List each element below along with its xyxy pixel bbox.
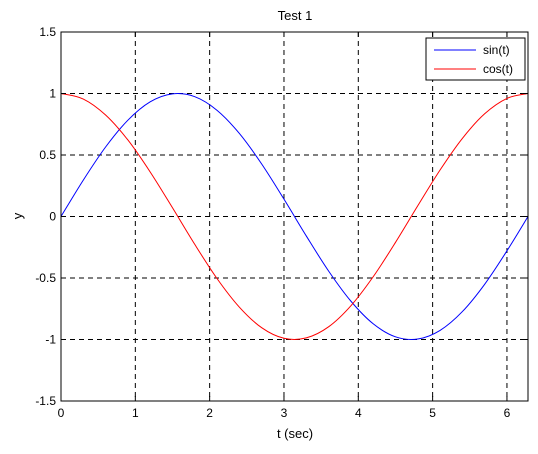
- axis-ticks: 0 1 2 3 4 5 6 1.5 1 0.5 0 -0.5 -1 -1.5: [35, 25, 528, 420]
- x-tick-label: 4: [355, 406, 362, 420]
- y-axis-title: y: [10, 212, 25, 219]
- y-tick-label: 0.5: [39, 148, 56, 162]
- y-tick-label: 1: [49, 87, 56, 101]
- chart-title: Test 1: [278, 8, 313, 23]
- x-tick-label: 6: [504, 406, 511, 420]
- y-tick-label: -1: [45, 333, 56, 347]
- y-tick-label: -1.5: [35, 394, 56, 408]
- x-tick-label: 1: [132, 406, 139, 420]
- y-tick-label: 0: [49, 210, 56, 224]
- x-axis-title: t (sec): [277, 426, 313, 441]
- series-line-2: [60, 93, 529, 340]
- legend-label-2: cos(t): [483, 62, 513, 76]
- series-line-1: [60, 93, 529, 340]
- x-tick-label: 5: [429, 406, 436, 420]
- legend-box: [425, 37, 526, 81]
- x-tick-label: 0: [58, 406, 65, 420]
- series-lines: [60, 93, 529, 340]
- y-tick-label: -0.5: [35, 271, 56, 285]
- legend: sin(t) cos(t): [425, 37, 526, 81]
- x-tick-label: 3: [281, 406, 288, 420]
- x-tick-label: 2: [206, 406, 213, 420]
- legend-label-1: sin(t): [483, 43, 510, 57]
- y-tick-label: 1.5: [39, 25, 56, 39]
